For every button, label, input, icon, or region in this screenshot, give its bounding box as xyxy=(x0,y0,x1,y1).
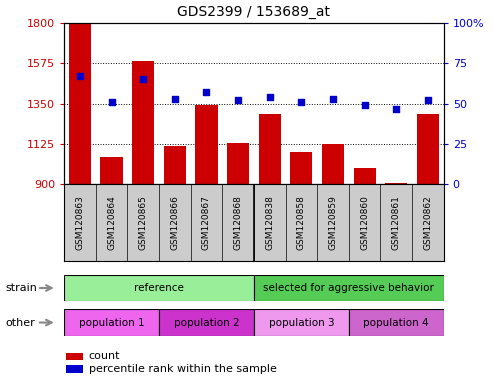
Point xyxy=(329,96,337,102)
Bar xyxy=(101,157,123,184)
Text: GSM120859: GSM120859 xyxy=(328,195,338,250)
Bar xyxy=(164,146,186,184)
Text: GSM120865: GSM120865 xyxy=(139,195,148,250)
Bar xyxy=(64,275,254,301)
Title: GDS2399 / 153689_at: GDS2399 / 153689_at xyxy=(177,5,330,19)
Bar xyxy=(195,104,217,184)
Bar xyxy=(254,275,444,301)
Text: GSM120861: GSM120861 xyxy=(392,195,401,250)
Text: count: count xyxy=(89,351,120,361)
Bar xyxy=(159,309,254,336)
Text: strain: strain xyxy=(5,283,37,293)
Point xyxy=(361,102,369,108)
Text: GSM120867: GSM120867 xyxy=(202,195,211,250)
Bar xyxy=(69,24,91,184)
Point xyxy=(76,73,84,79)
Point xyxy=(424,98,432,104)
Text: GSM120866: GSM120866 xyxy=(170,195,179,250)
Bar xyxy=(353,168,376,184)
Point xyxy=(139,76,147,83)
Text: selected for aggressive behavior: selected for aggressive behavior xyxy=(263,283,434,293)
Bar xyxy=(322,144,344,184)
Bar xyxy=(227,143,249,184)
Bar xyxy=(66,366,83,373)
Bar xyxy=(132,61,154,184)
Bar xyxy=(66,353,83,360)
Bar xyxy=(64,309,159,336)
Point xyxy=(107,99,115,105)
Point xyxy=(203,89,211,96)
Point xyxy=(234,98,242,104)
Text: GSM120868: GSM120868 xyxy=(234,195,243,250)
Text: population 1: population 1 xyxy=(79,318,144,328)
Text: other: other xyxy=(5,318,35,328)
Bar xyxy=(290,152,313,184)
Bar xyxy=(417,114,439,184)
Text: GSM120858: GSM120858 xyxy=(297,195,306,250)
Text: population 2: population 2 xyxy=(174,318,239,328)
Bar xyxy=(349,309,444,336)
Point xyxy=(392,106,400,112)
Text: percentile rank within the sample: percentile rank within the sample xyxy=(89,364,277,374)
Point xyxy=(171,96,179,102)
Bar xyxy=(254,309,349,336)
Text: GSM120864: GSM120864 xyxy=(107,195,116,250)
Point xyxy=(266,94,274,100)
Text: GSM120860: GSM120860 xyxy=(360,195,369,250)
Text: reference: reference xyxy=(134,283,184,293)
Bar xyxy=(385,182,407,184)
Text: population 4: population 4 xyxy=(363,318,429,328)
Text: GSM120838: GSM120838 xyxy=(265,195,274,250)
Point xyxy=(297,99,305,105)
Text: population 3: population 3 xyxy=(269,318,334,328)
Text: GSM120863: GSM120863 xyxy=(75,195,84,250)
Text: GSM120862: GSM120862 xyxy=(423,195,432,250)
Bar xyxy=(259,114,281,184)
